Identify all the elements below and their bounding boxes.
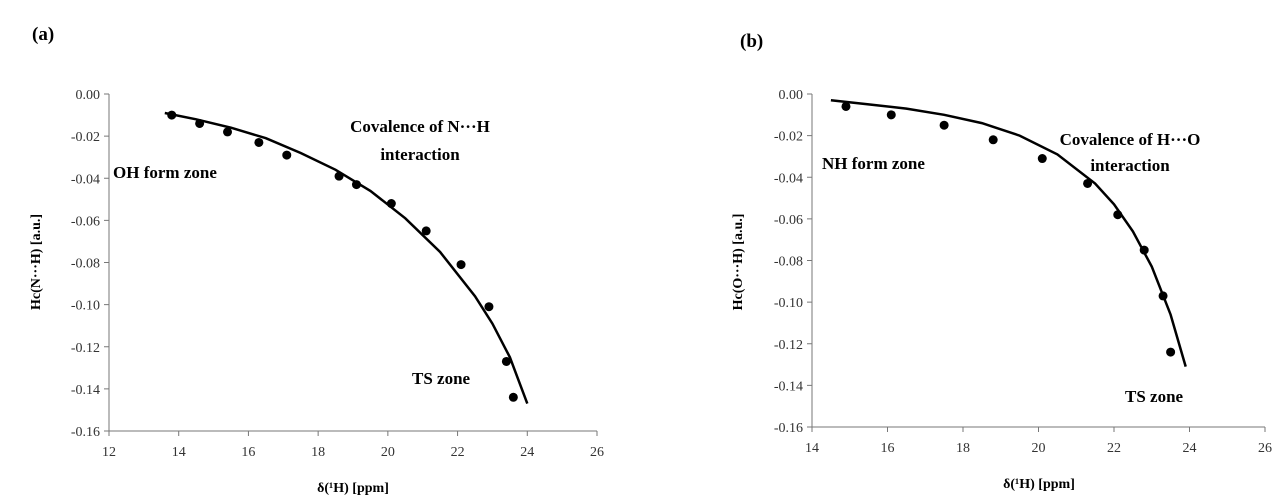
- panel-a-y-tick-label: 0.00: [76, 88, 101, 103]
- panel-b-data-point: [1166, 347, 1176, 357]
- panel-a-x-tick-label: 24: [520, 445, 534, 460]
- panel-b-x-tick-label: 22: [1107, 441, 1121, 456]
- panel-a-data-point: [421, 226, 431, 236]
- panel-a-data-point: [351, 180, 361, 190]
- panel-a-data-point: [195, 118, 205, 128]
- panel-b-x-label: δ(¹H) [ppm]: [1003, 477, 1075, 492]
- panel-b-data-point: [841, 101, 851, 111]
- panel-b-y-tick-label: -0.08: [774, 255, 803, 270]
- panel-a-covalence-label: Covalence of N···H: [350, 117, 490, 136]
- panel-b-data-point: [1037, 154, 1047, 164]
- panel-b-data-point: [1139, 245, 1149, 255]
- panel-b-y-tick-label: -0.14: [774, 379, 803, 394]
- panel-b-ts-zone-label: TS zone: [1125, 387, 1184, 406]
- panel-a-data-point: [334, 171, 344, 181]
- panel-a-fit-curve: [164, 111, 529, 405]
- panel-a-y-tick-label: -0.10: [71, 299, 100, 314]
- panel-a-x-tick-label: 20: [381, 445, 395, 460]
- panel-a-data-point: [508, 392, 518, 402]
- panel-a-x-tick-label: 16: [241, 445, 255, 460]
- panel-a-x-label: δ(¹H) [ppm]: [317, 481, 389, 496]
- panel-b-nh-zone-label: NH form zone: [822, 154, 925, 173]
- panel-b-x-tick-label: 18: [956, 441, 970, 456]
- panel-b-x-tick-label: 20: [1032, 441, 1046, 456]
- panel-a-y-label: Hc(N···H) [a.u.]: [29, 214, 44, 310]
- panel-b-data-point: [1113, 210, 1123, 220]
- panel-a-oh-zone-label: OH form zone: [113, 163, 217, 182]
- panel-a-ts-zone-label: TS zone: [412, 369, 471, 388]
- panel-b-x-tick-label: 14: [805, 441, 819, 456]
- panel-b-label: (b): [740, 31, 763, 52]
- panel-a-data-point: [167, 110, 177, 120]
- panel-b-y-tick-label: 0.00: [779, 88, 804, 103]
- panel-a-x-tick-label: 12: [102, 445, 116, 460]
- panel-b-covalence-label: Covalence of H···O: [1060, 130, 1201, 149]
- panel-b-data-point: [1158, 291, 1168, 301]
- panel-a-data-point: [456, 260, 466, 270]
- panel-b-x-tick-label: 24: [1183, 441, 1197, 456]
- panel-a-y-tick-label: -0.02: [71, 130, 100, 145]
- panel-b-data-point: [1083, 178, 1093, 188]
- panel-b-y-tick-label: -0.16: [774, 421, 803, 436]
- panel-b-y-tick-label: -0.10: [774, 296, 803, 311]
- panel-a-interaction-label: interaction: [380, 145, 460, 164]
- panel-a-x-tick-label: 18: [311, 445, 325, 460]
- panel-b-interaction-label: interaction: [1090, 156, 1170, 175]
- panel-b-y-tick-label: -0.06: [774, 213, 803, 228]
- panel-b-data-point: [988, 135, 998, 145]
- panel-a-y-tick-label: -0.04: [71, 172, 100, 187]
- panel-a-data-point: [484, 302, 494, 312]
- panel-a-x-tick-label: 14: [172, 445, 186, 460]
- panel-b: (b) 0.00 -0.02 -0.04 -0.06 -0.08 -0.10 -0.12 -0…: [731, 31, 1272, 492]
- panel-a-y-tick-label: -0.14: [71, 383, 100, 398]
- panel-a-y-tick-label: -0.12: [71, 341, 100, 356]
- panel-a: (a) 0.00 -0.02 -0.04 -0.06 -0.08 -0.10 -0.12 -0…: [29, 24, 604, 496]
- panel-a-data-point: [282, 150, 292, 160]
- panel-b-x-tick-label: 16: [881, 441, 895, 456]
- panel-a-data-point: [223, 127, 233, 137]
- panel-a-data-point: [501, 356, 511, 366]
- panel-a-data-point: [386, 199, 396, 209]
- panel-a-data-point: [254, 137, 264, 147]
- panel-b-y-tick-label: -0.02: [774, 130, 803, 145]
- panel-b-fit-curve: [830, 98, 1187, 367]
- panel-a-label: (a): [32, 24, 54, 45]
- panel-b-data-point: [886, 110, 896, 120]
- panel-a-x-tick-label: 26: [590, 445, 604, 460]
- panel-b-y-label: Hc(O···H) [a.u.]: [731, 214, 746, 311]
- panel-b-y-tick-label: -0.04: [774, 171, 803, 186]
- panel-b-data-point: [939, 120, 949, 130]
- panel-b-x-tick-label: 26: [1258, 441, 1272, 456]
- panel-a-x-tick-label: 22: [451, 445, 465, 460]
- panel-a-y-tick-label: -0.06: [71, 214, 100, 229]
- panel-b-y-tick-label: -0.12: [774, 338, 803, 353]
- panel-a-y-tick-label: -0.16: [71, 425, 100, 440]
- panel-a-y-tick-label: -0.08: [71, 257, 100, 272]
